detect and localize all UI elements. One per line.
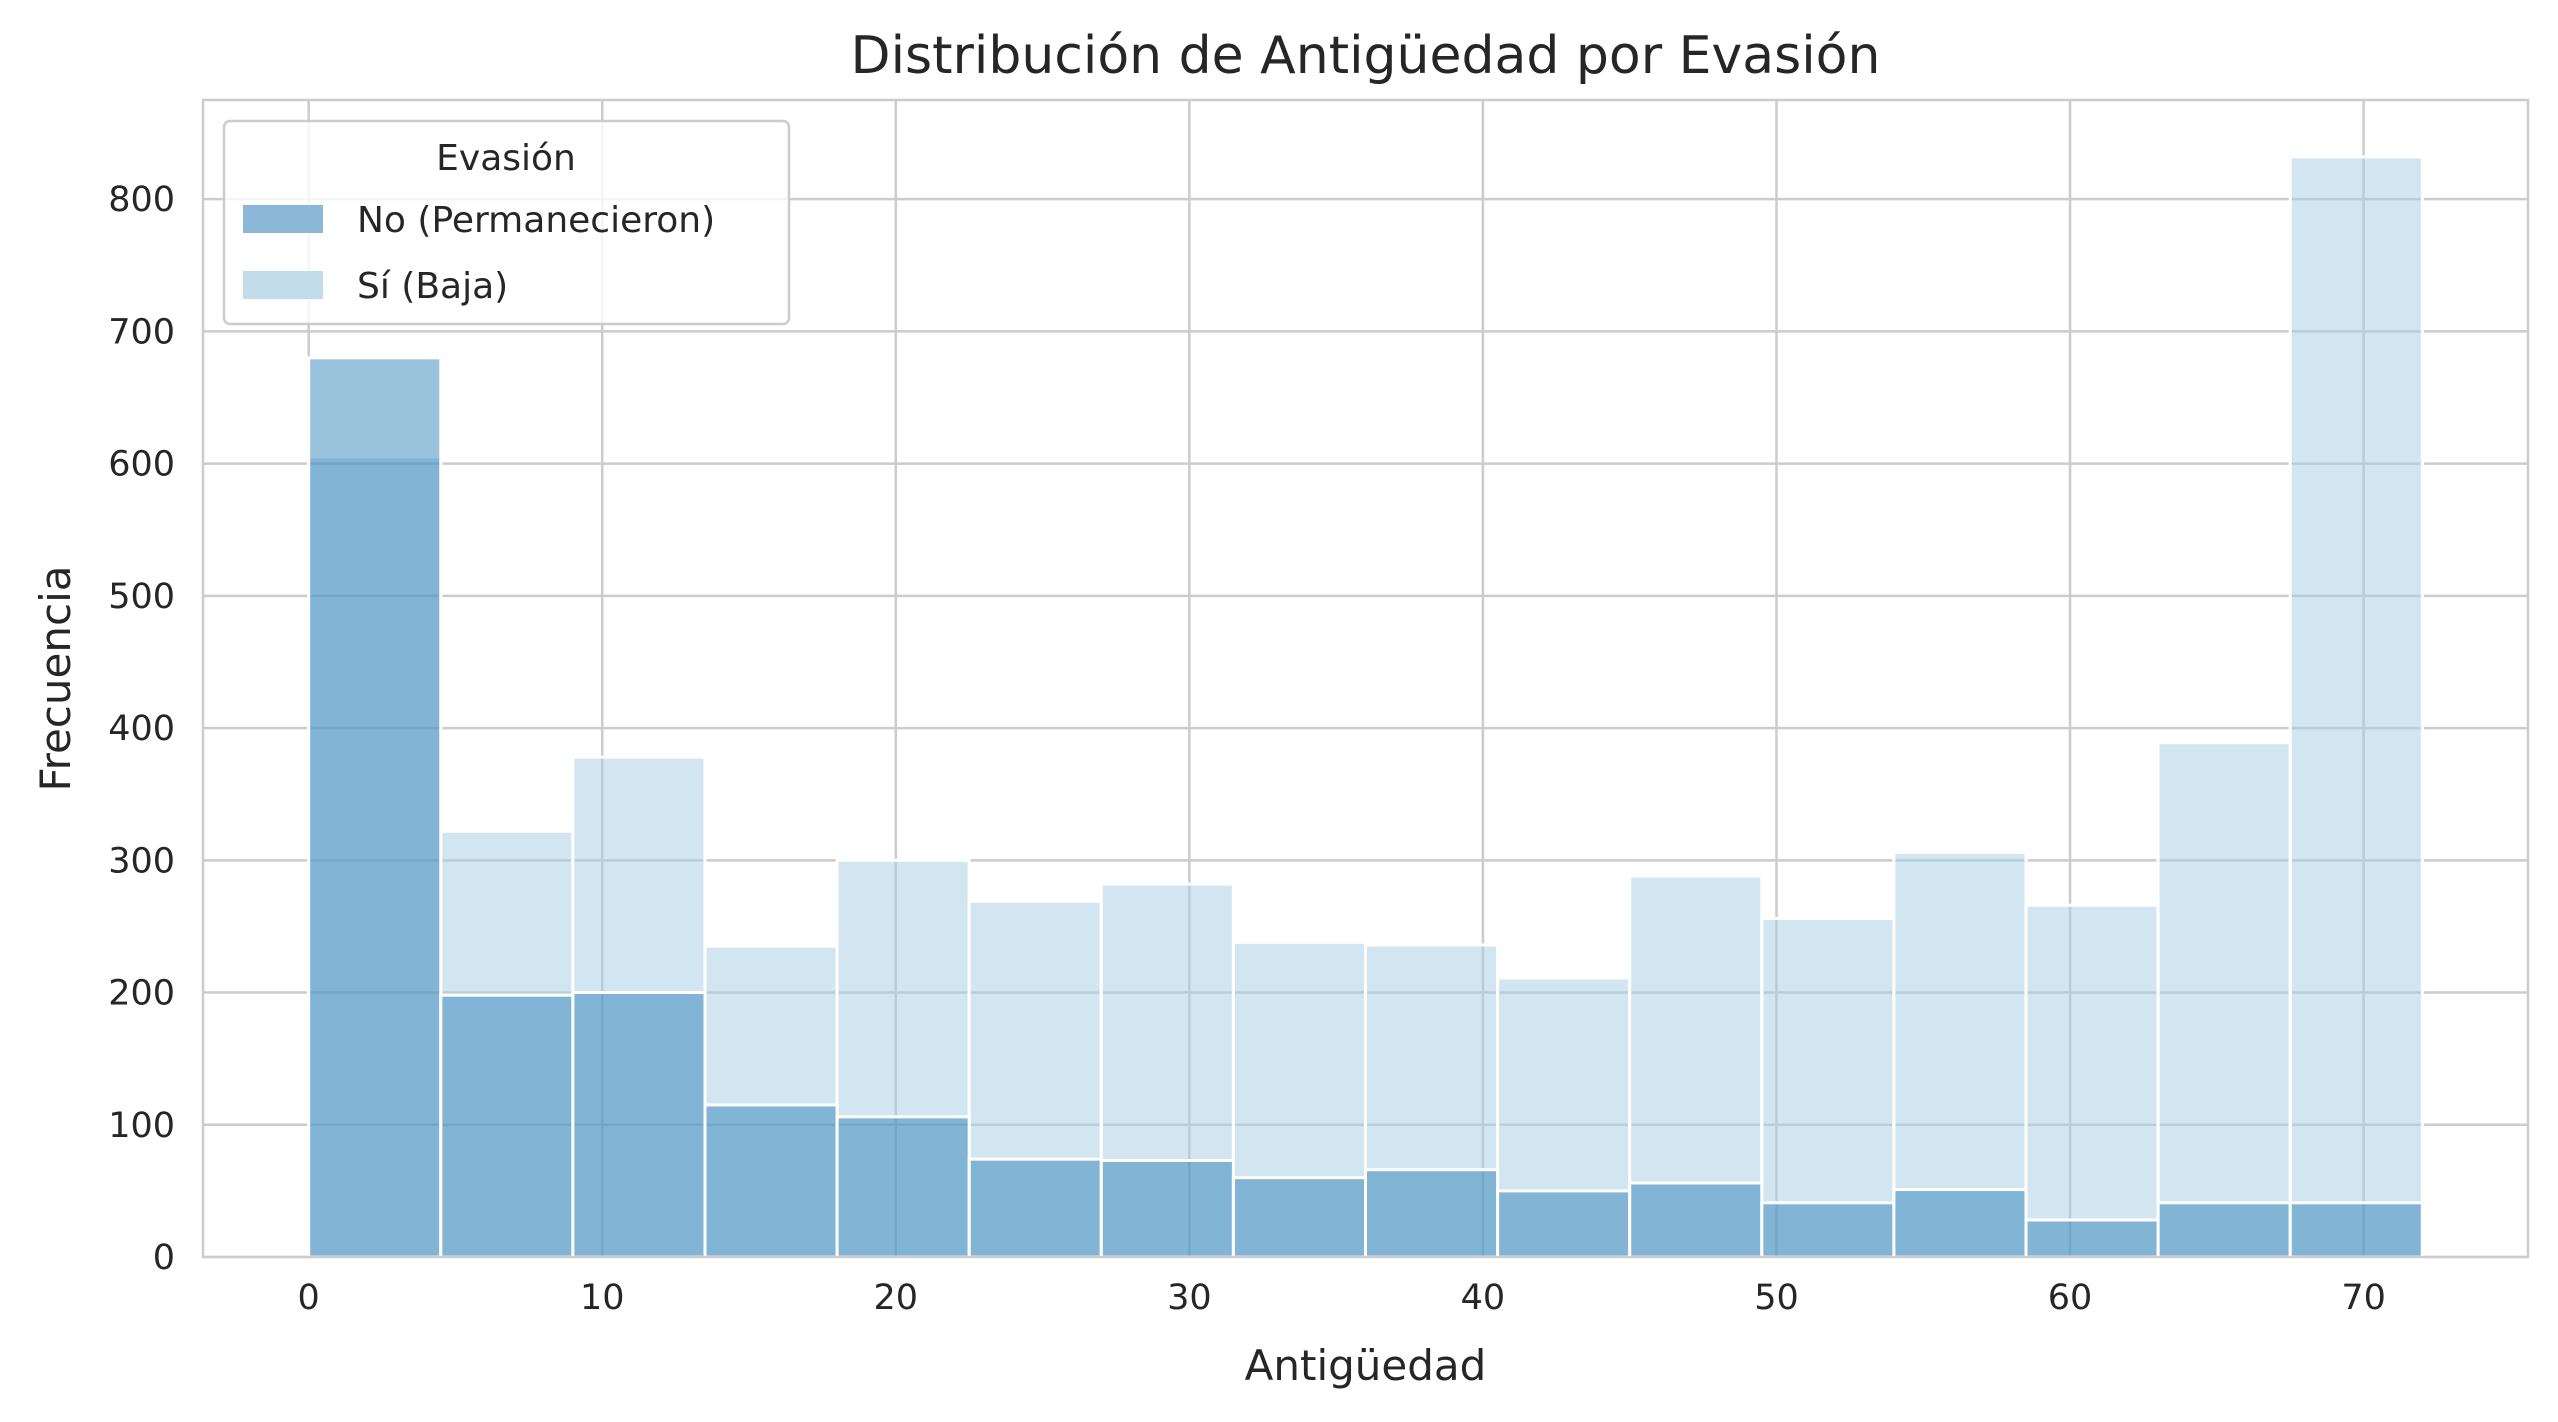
- x-tick-label: 0: [298, 1278, 320, 1318]
- y-tick-label: 0: [153, 1238, 175, 1278]
- y-tick-label: 100: [108, 1106, 175, 1146]
- bar-si: [1364, 943, 1500, 1259]
- bar-no: [1892, 1188, 2028, 1259]
- y-tick-label: 700: [108, 312, 175, 352]
- bar-no: [1628, 1181, 1764, 1259]
- y-tick-label: 300: [108, 841, 175, 881]
- bar-si: [571, 755, 707, 1259]
- bar-no: [967, 1157, 1103, 1259]
- bar-no: [1760, 1201, 1896, 1259]
- x-tick-label: 20: [874, 1278, 919, 1318]
- bar-si: [439, 829, 575, 1259]
- bar-no: [1496, 1189, 1632, 1259]
- bar-no: [2024, 1218, 2160, 1259]
- bar-si: [1496, 976, 1632, 1259]
- bar-no: [439, 993, 575, 1259]
- bar-no: [2288, 1201, 2424, 1259]
- legend-label-no: No (Permanecieron): [357, 200, 715, 241]
- bar-si: [1760, 916, 1896, 1259]
- legend-swatch-si: [243, 271, 323, 299]
- bar-si: [2024, 903, 2160, 1259]
- bar-no: [703, 1103, 839, 1259]
- y-tick-labels: 0 100 200 300 400 500 600 700 800: [108, 180, 175, 1278]
- y-tick-label: 500: [108, 577, 175, 617]
- bar-si: [2288, 155, 2424, 1259]
- bar-si: [2156, 741, 2292, 1259]
- x-tick-labels: 0 10 20 30 40 50 60 70: [298, 1278, 2386, 1318]
- bar-no: [571, 991, 707, 1259]
- legend-box: [222, 119, 791, 326]
- x-tick-label: 70: [2341, 1278, 2386, 1318]
- chart-title: Distribución de Antigüedad por Evasión: [851, 26, 1881, 86]
- y-tick-label: 600: [108, 445, 175, 485]
- bar-si: [1231, 940, 1367, 1259]
- bar-no: [1364, 1168, 1500, 1259]
- x-tick-label: 60: [2048, 1278, 2093, 1318]
- y-tick-label: 400: [108, 709, 175, 749]
- x-tick-label: 50: [1754, 1278, 1799, 1318]
- bar-no: [307, 356, 443, 1259]
- bar-no: [2156, 1201, 2292, 1259]
- legend: Evasión No (Permanecieron) Sí (Baja): [222, 119, 791, 326]
- x-tick-label: 30: [1167, 1278, 1212, 1318]
- y-tick-label: 200: [108, 974, 175, 1014]
- x-tick-label: 40: [1461, 1278, 1506, 1318]
- bar-no: [1231, 1176, 1367, 1259]
- legend-label-si: Sí (Baja): [357, 266, 508, 307]
- x-tick-label: 10: [580, 1278, 625, 1318]
- bar-si: [1628, 874, 1764, 1259]
- bars: [307, 155, 2424, 1259]
- legend-title: Evasión: [436, 138, 576, 179]
- y-tick-label: 800: [108, 180, 175, 220]
- plot-frame: [201, 98, 2530, 1259]
- bar-no: [835, 1115, 971, 1259]
- bar-no: [1099, 1158, 1235, 1259]
- legend-swatch-no: [243, 205, 323, 233]
- y-axis-label: Frecuencia: [31, 566, 80, 792]
- x-axis-label: Antigüedad: [1245, 1341, 1487, 1390]
